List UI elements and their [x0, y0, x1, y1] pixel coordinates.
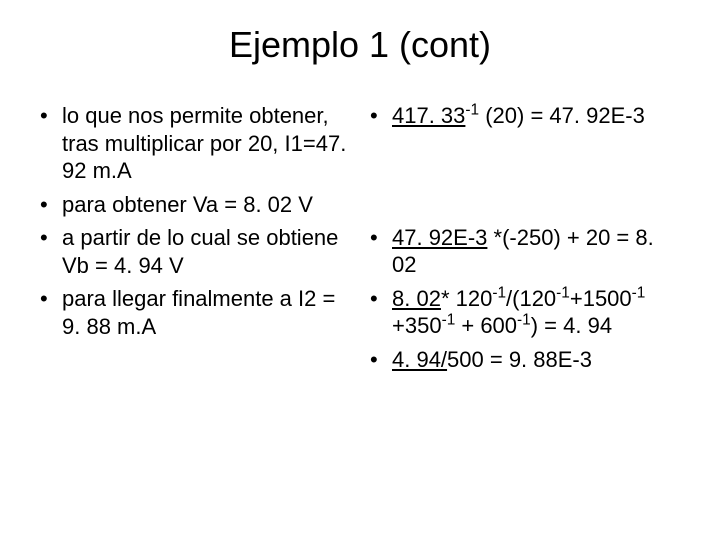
left-bullet-1: •para obtener Va = 8. 02 V [40, 191, 350, 219]
bullet-dot: • [370, 102, 392, 130]
bullet-text: 4. 94/500 = 9. 88E-3 [392, 346, 680, 374]
bullet-dot: • [40, 191, 62, 219]
right-bullet-1: •47. 92E-3 *(-250) + 20 = 8. 02 [370, 224, 680, 279]
left-bullet-0: •lo que nos permite obtener, tras multip… [40, 102, 350, 185]
slide: Ejemplo 1 (cont) •lo que nos permite obt… [0, 0, 720, 540]
bullet-text: para obtener Va = 8. 02 V [62, 191, 350, 219]
bullet-text: para llegar finalmente a I2 = 9. 88 m.A [62, 285, 350, 340]
bullet-dot: • [370, 224, 392, 279]
bullet-text: 417. 33-1 (20) = 47. 92E-3 [392, 102, 680, 130]
right-bullet-0: •417. 33-1 (20) = 47. 92E-3 [370, 102, 680, 130]
bullet-text: lo que nos permite obtener, tras multipl… [62, 102, 350, 185]
bullet-text: 47. 92E-3 *(-250) + 20 = 8. 02 [392, 224, 680, 279]
columns: •lo que nos permite obtener, tras multip… [40, 102, 680, 379]
spacer [370, 136, 680, 224]
right-bullet-3: •4. 94/500 = 9. 88E-3 [370, 346, 680, 374]
bullet-dot: • [370, 285, 392, 340]
bullet-text: a partir de lo cual se obtiene Vb = 4. 9… [62, 224, 350, 279]
left-bullet-3: •para llegar finalmente a I2 = 9. 88 m.A [40, 285, 350, 340]
slide-title: Ejemplo 1 (cont) [40, 24, 680, 66]
bullet-dot: • [370, 346, 392, 374]
bullet-dot: • [40, 285, 62, 340]
left-bullet-2: •a partir de lo cual se obtiene Vb = 4. … [40, 224, 350, 279]
bullet-dot: • [40, 102, 62, 185]
bullet-dot: • [40, 224, 62, 279]
right-column: •417. 33-1 (20) = 47. 92E-3•47. 92E-3 *(… [370, 102, 680, 379]
right-bullet-2: •8. 02* 120-1/(120-1+1500-1 +350-1 + 600… [370, 285, 680, 340]
bullet-text: 8. 02* 120-1/(120-1+1500-1 +350-1 + 600-… [392, 285, 680, 340]
left-column: •lo que nos permite obtener, tras multip… [40, 102, 350, 379]
